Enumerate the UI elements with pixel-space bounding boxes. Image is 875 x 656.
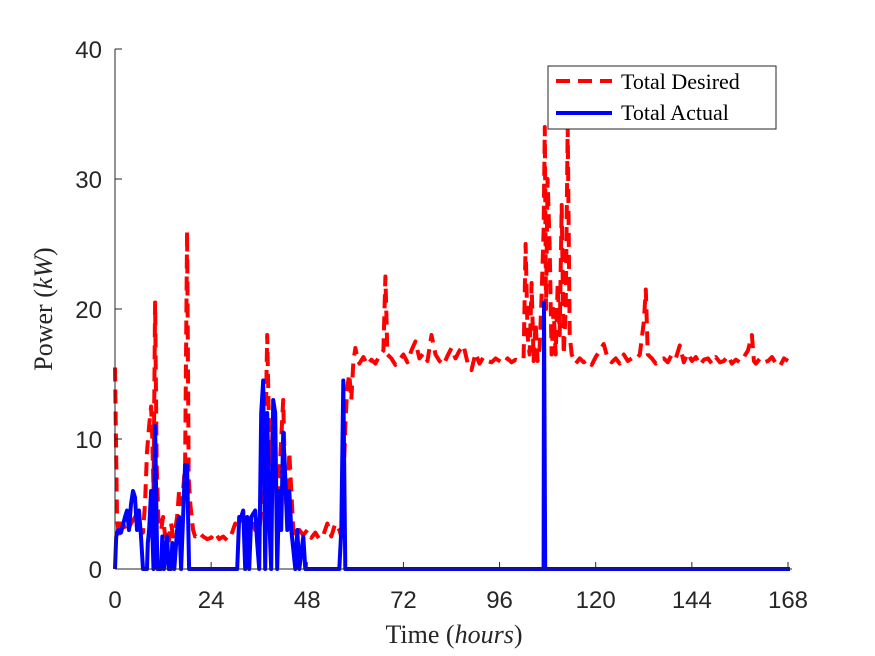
series-line-total-actual [113, 300, 790, 571]
y-tick-label: 30 [75, 167, 102, 194]
y-axis-title: Power (kW) [29, 247, 58, 370]
x-tick-label: 24 [198, 587, 225, 614]
y-tick-label: 0 [89, 557, 102, 584]
x-tick-label: 96 [486, 587, 513, 614]
x-tick-label: 120 [576, 587, 616, 614]
x-tick-label: 144 [672, 587, 712, 614]
y-tick-label: 20 [75, 297, 102, 324]
legend: Total Desired Total Actual [547, 65, 777, 130]
x-tick-label: 48 [294, 587, 321, 614]
legend-label-total-desired: Total Desired [621, 69, 740, 94]
y-tick-label: 40 [75, 37, 102, 64]
y-ticks: 0 10 20 30 40 [75, 37, 122, 584]
x-axis-title: Time (hours) [385, 620, 522, 649]
x-tick-label: 168 [768, 587, 808, 614]
legend-label-total-actual: Total Actual [621, 100, 729, 125]
legend-box [547, 65, 777, 130]
series-line-total-desired [113, 125, 790, 543]
plot-series [113, 125, 790, 571]
x-tick-label: 0 [108, 587, 121, 614]
y-tick-label: 10 [75, 427, 102, 454]
x-ticks: 0 24 48 72 96 120 144 168 [108, 562, 808, 614]
x-tick-label: 72 [390, 587, 417, 614]
